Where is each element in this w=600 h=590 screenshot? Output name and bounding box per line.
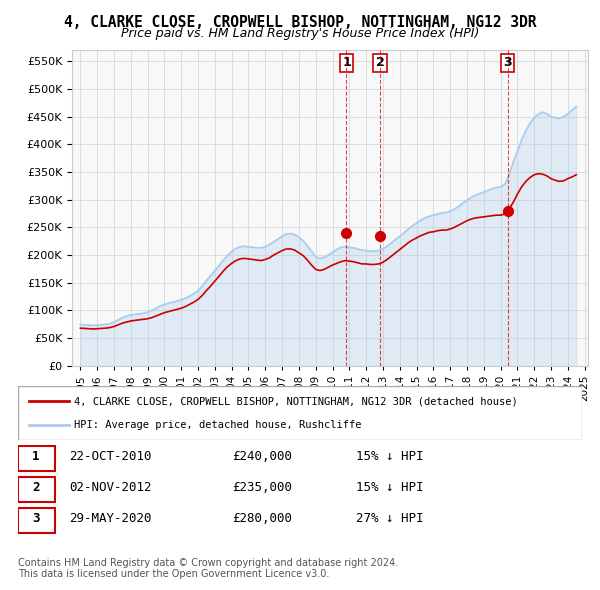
Text: 4, CLARKE CLOSE, CROPWELL BISHOP, NOTTINGHAM, NG12 3DR: 4, CLARKE CLOSE, CROPWELL BISHOP, NOTTIN…	[64, 15, 536, 30]
Text: 1: 1	[342, 57, 351, 70]
Text: 2: 2	[32, 481, 40, 494]
Text: 15% ↓ HPI: 15% ↓ HPI	[356, 481, 424, 494]
Text: 22-OCT-2010: 22-OCT-2010	[69, 450, 151, 463]
Text: Price paid vs. HM Land Registry's House Price Index (HPI): Price paid vs. HM Land Registry's House …	[121, 27, 479, 40]
Text: 02-NOV-2012: 02-NOV-2012	[69, 481, 151, 494]
Text: 27% ↓ HPI: 27% ↓ HPI	[356, 512, 424, 525]
FancyBboxPatch shape	[18, 386, 582, 440]
FancyBboxPatch shape	[18, 477, 55, 502]
Text: £280,000: £280,000	[232, 512, 292, 525]
FancyBboxPatch shape	[18, 447, 55, 471]
FancyBboxPatch shape	[18, 509, 55, 533]
Text: 1: 1	[32, 450, 40, 463]
Text: 3: 3	[32, 512, 40, 525]
Text: 4, CLARKE CLOSE, CROPWELL BISHOP, NOTTINGHAM, NG12 3DR (detached house): 4, CLARKE CLOSE, CROPWELL BISHOP, NOTTIN…	[74, 396, 518, 407]
Text: HPI: Average price, detached house, Rushcliffe: HPI: Average price, detached house, Rush…	[74, 419, 362, 430]
Text: 29-MAY-2020: 29-MAY-2020	[69, 512, 151, 525]
Text: 15% ↓ HPI: 15% ↓ HPI	[356, 450, 424, 463]
Text: 2: 2	[376, 57, 385, 70]
Text: £235,000: £235,000	[232, 481, 292, 494]
Text: Contains HM Land Registry data © Crown copyright and database right 2024.
This d: Contains HM Land Registry data © Crown c…	[18, 558, 398, 579]
Text: 3: 3	[503, 57, 512, 70]
Text: £240,000: £240,000	[232, 450, 292, 463]
